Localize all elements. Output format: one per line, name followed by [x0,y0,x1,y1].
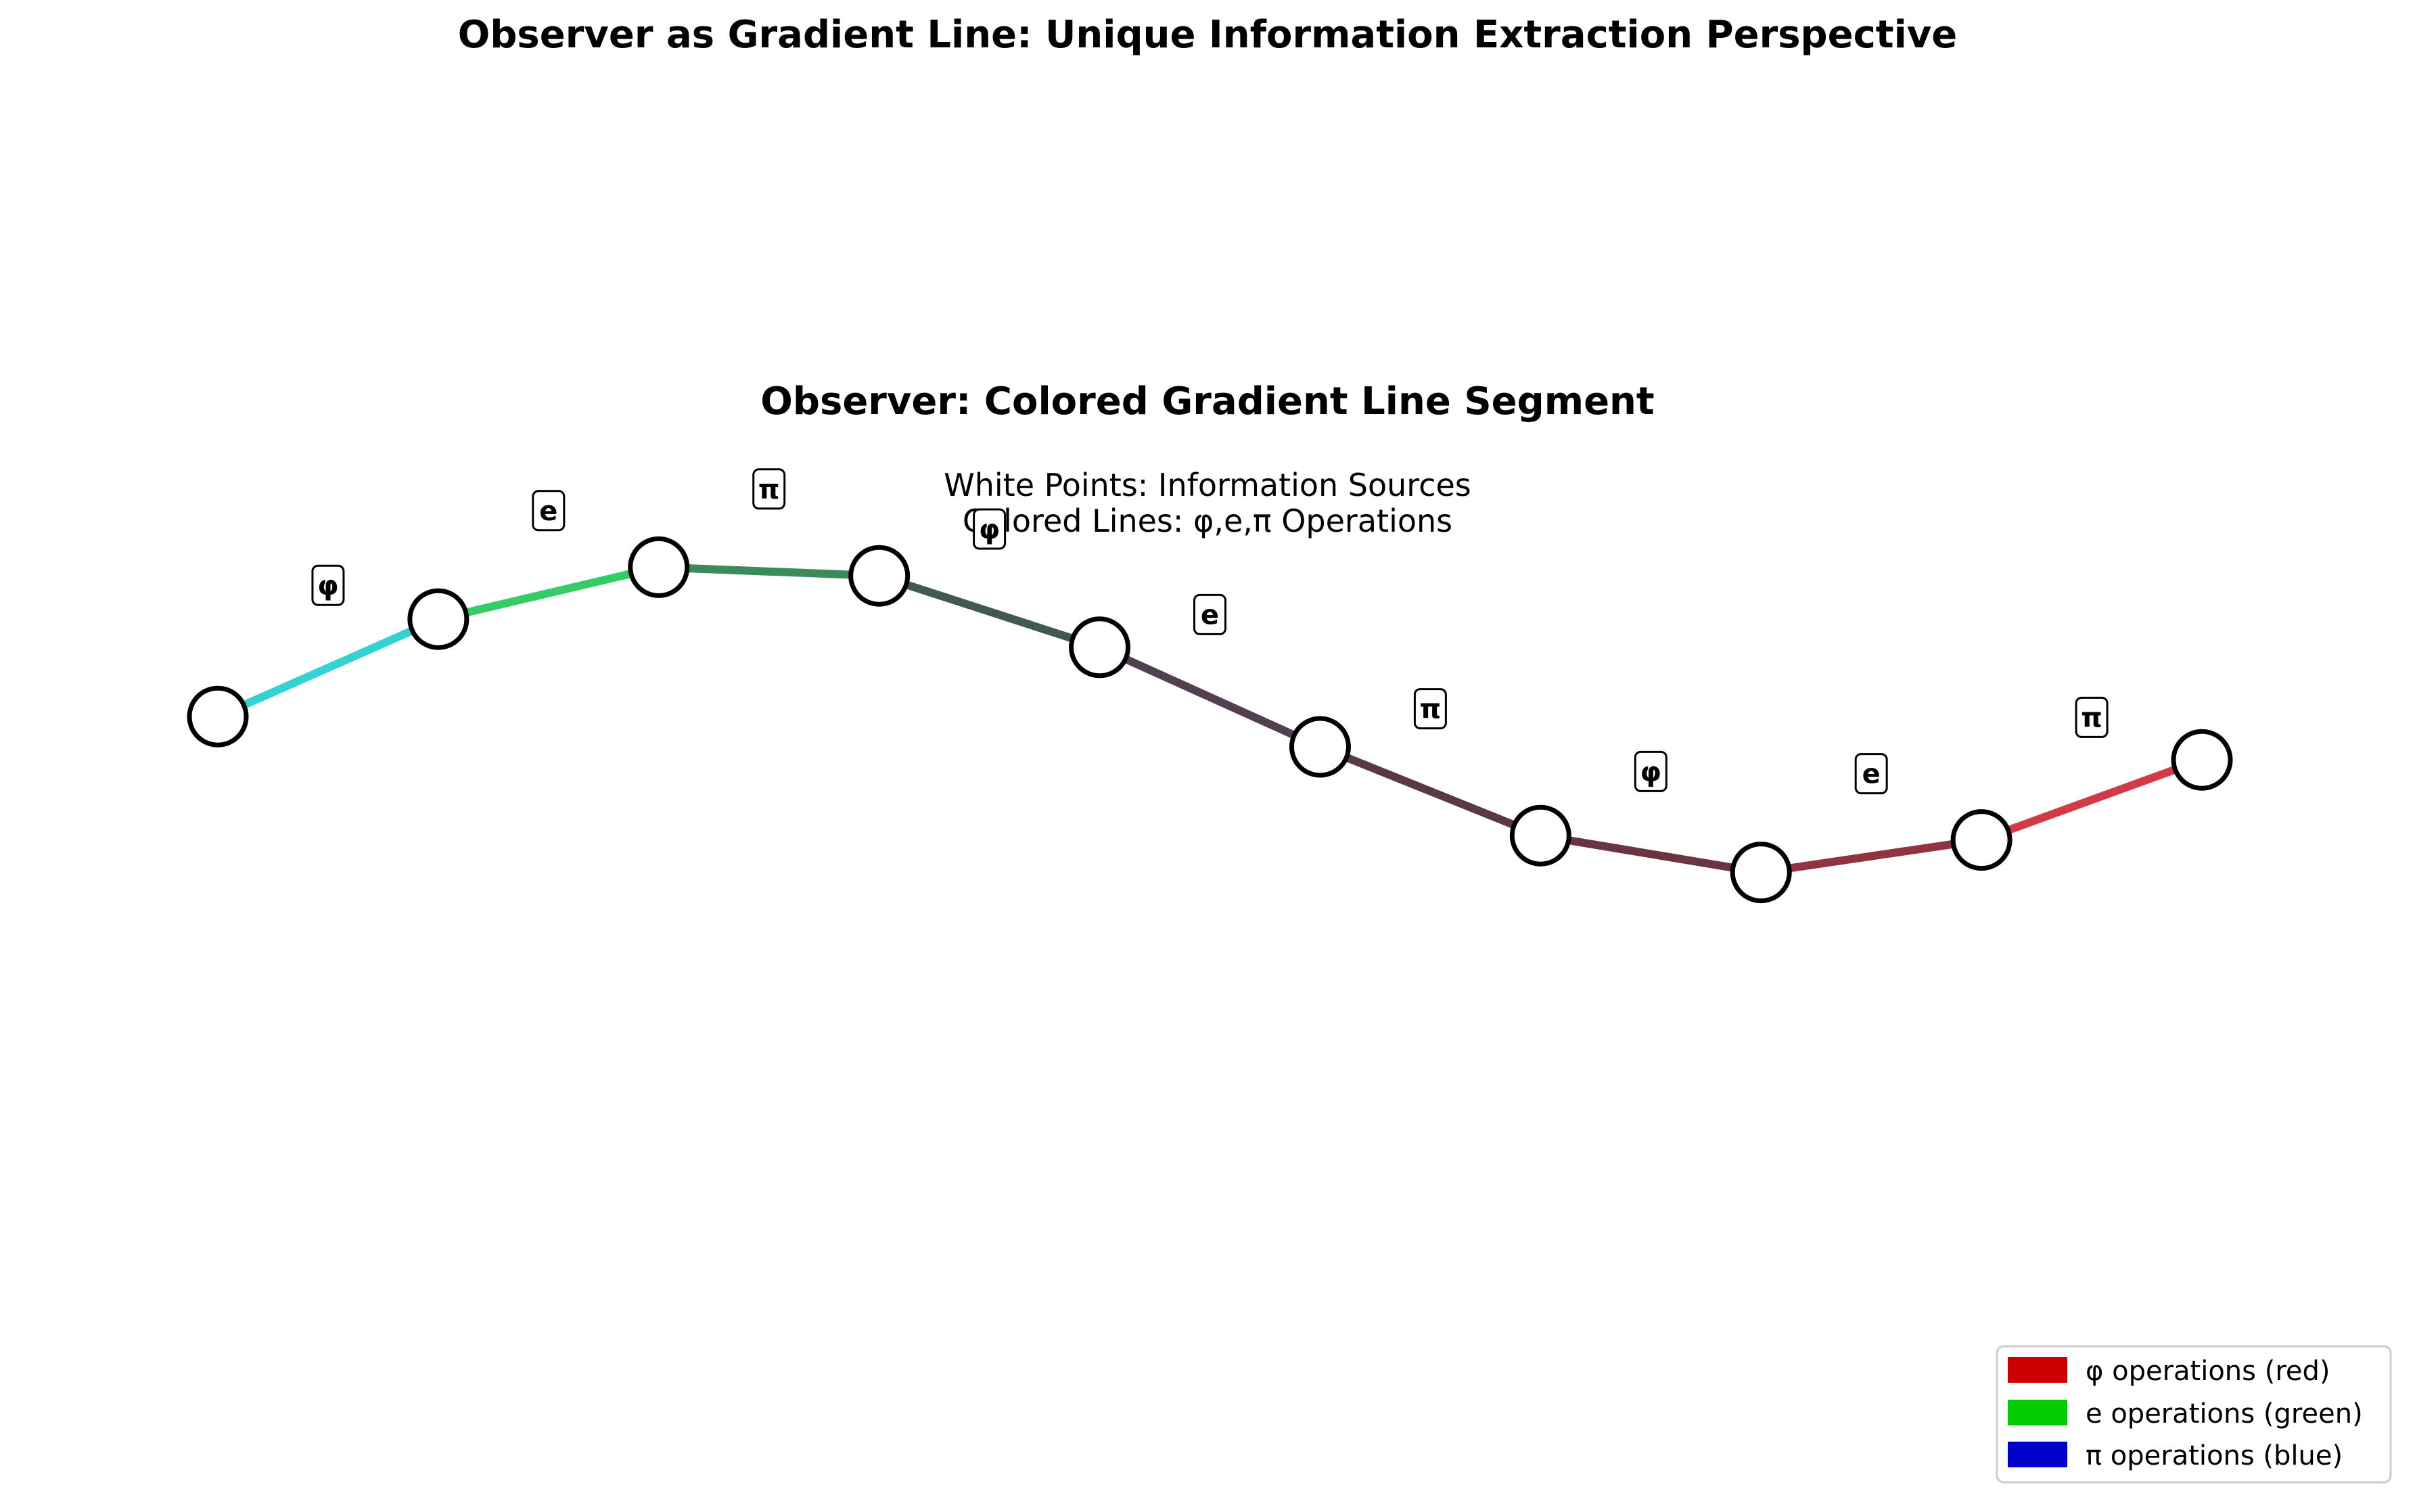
subtitle-line-2: Colored Lines: φ,e,π Operations [963,503,1452,539]
segment-label-text: φ [979,514,1000,545]
segment-line-8 [1757,835,1986,877]
segment-label-5: e [1193,593,1226,635]
segment-label-box [1193,593,1226,635]
information-source-point-9 [1950,809,2013,871]
information-source-point-6 [1289,716,1351,778]
segment-label-box [973,508,1007,550]
segment-label-box [1854,753,1888,795]
subtitle-line-1: White Points: Information Sources [944,467,1471,503]
information-source-point-7 [1509,804,1571,867]
segment-label-box [2075,696,2109,738]
segment-line-6 [1316,743,1545,840]
legend-swatch-e [2008,1400,2067,1425]
chart-title: Observer: Colored Gradient Line Segment [760,380,1654,423]
segment-line-9 [1977,756,2206,844]
segment-label-2: e [532,490,566,532]
segment-label-text: e [1862,759,1881,790]
segment-label-box [1634,750,1668,792]
segment-label-8: e [1854,753,1888,795]
segment-line-3 [654,563,883,580]
segment-line-4 [875,572,1104,651]
segment-label-box [311,564,345,606]
segment-label-7: φ [1634,750,1668,792]
legend-label-pi: π operations (blue) [2086,1440,2343,1471]
information-source-point-3 [628,536,690,598]
segment-line-5 [1095,643,1325,751]
segment-label-text: e [1201,599,1219,631]
legend: φ operations (red) e operations (green) … [1996,1345,2392,1484]
legend-label-phi: φ operations (red) [2086,1356,2330,1387]
legend-label-e: e operations (green) [2086,1398,2363,1429]
segment-label-text: π [2081,702,2102,733]
segment-label-3: π [752,468,786,510]
information-source-point-2 [407,588,469,650]
operation-labels: φ e π φ e π φ e π [311,468,2109,795]
segment-label-4: φ [973,508,1007,550]
information-source-point-8 [1730,842,1792,904]
segment-line-2 [434,563,663,624]
segment-label-box [752,468,786,510]
information-source-point-5 [1069,616,1131,679]
segment-label-box [1413,688,1447,730]
segment-line-7 [1536,831,1766,877]
segment-line-1 [214,615,442,721]
segment-label-text: π [1420,694,1442,725]
gradient-line-segments [214,563,2206,877]
segment-label-text: e [539,496,557,527]
segment-label-text: φ [317,570,338,601]
segment-label-text: π [758,474,780,505]
information-source-point-1 [187,685,249,748]
legend-frame [1996,1345,2392,1484]
segment-label-1: φ [311,564,345,606]
information-source-points [187,536,2233,904]
information-source-point-10 [2171,729,2233,791]
legend-swatch-phi [2008,1357,2067,1383]
figure-suptitle: Observer as Gradient Line: Unique Inform… [458,13,1958,57]
segment-label-6: π [1413,688,1447,730]
segment-label-text: φ [1640,756,1661,787]
segment-label-box [532,490,566,532]
legend-swatch-pi [2008,1442,2067,1467]
segment-label-9: π [2075,696,2109,738]
information-source-point-4 [848,545,911,607]
